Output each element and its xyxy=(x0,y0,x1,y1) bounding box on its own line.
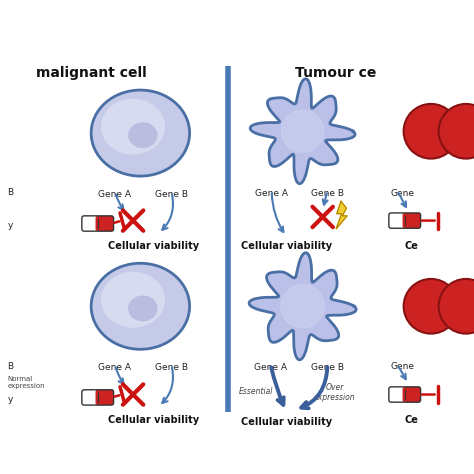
Text: B: B xyxy=(7,188,13,197)
Ellipse shape xyxy=(91,263,190,349)
Text: Gene A: Gene A xyxy=(254,363,287,372)
Text: Cellular viability: Cellular viability xyxy=(108,241,199,251)
Text: Gene B: Gene B xyxy=(155,190,188,199)
FancyBboxPatch shape xyxy=(82,390,100,405)
Text: Gene: Gene xyxy=(390,362,414,371)
FancyBboxPatch shape xyxy=(402,387,420,402)
Ellipse shape xyxy=(91,90,190,176)
Circle shape xyxy=(438,279,474,334)
Text: Essential: Essential xyxy=(239,387,273,396)
Text: B: B xyxy=(7,362,13,371)
Text: Gene: Gene xyxy=(390,189,414,198)
Text: Cellular viability: Cellular viability xyxy=(108,415,199,425)
Polygon shape xyxy=(336,201,347,229)
Text: Gene B: Gene B xyxy=(155,363,188,372)
Ellipse shape xyxy=(128,122,158,148)
Text: Tumour ce: Tumour ce xyxy=(295,65,377,80)
Text: Normal
expression: Normal expression xyxy=(7,375,45,389)
Ellipse shape xyxy=(128,295,158,321)
FancyBboxPatch shape xyxy=(96,390,114,405)
FancyBboxPatch shape xyxy=(82,216,100,231)
Text: Gene A: Gene A xyxy=(255,189,288,198)
Circle shape xyxy=(404,104,458,159)
Text: malignant cell: malignant cell xyxy=(36,65,147,80)
Polygon shape xyxy=(281,284,324,328)
Text: Gene B: Gene B xyxy=(311,189,344,198)
Polygon shape xyxy=(249,253,356,360)
Circle shape xyxy=(404,279,458,334)
Text: Cellular viability: Cellular viability xyxy=(241,418,332,428)
Text: y: y xyxy=(7,220,13,229)
Polygon shape xyxy=(282,110,324,152)
Text: Gene A: Gene A xyxy=(98,190,131,199)
Ellipse shape xyxy=(101,272,165,328)
Text: Cellular viability: Cellular viability xyxy=(241,241,332,251)
Polygon shape xyxy=(250,79,355,184)
Text: Gene A: Gene A xyxy=(98,363,131,372)
FancyBboxPatch shape xyxy=(96,216,114,231)
FancyBboxPatch shape xyxy=(402,213,420,228)
Text: Gene B: Gene B xyxy=(311,363,344,372)
Text: Ce: Ce xyxy=(405,415,419,425)
Circle shape xyxy=(438,104,474,159)
FancyBboxPatch shape xyxy=(389,213,407,228)
Text: Ce: Ce xyxy=(405,241,419,251)
FancyBboxPatch shape xyxy=(389,387,407,402)
Text: Over
expression: Over expression xyxy=(314,383,356,402)
Text: y: y xyxy=(7,394,13,403)
Ellipse shape xyxy=(101,99,165,155)
